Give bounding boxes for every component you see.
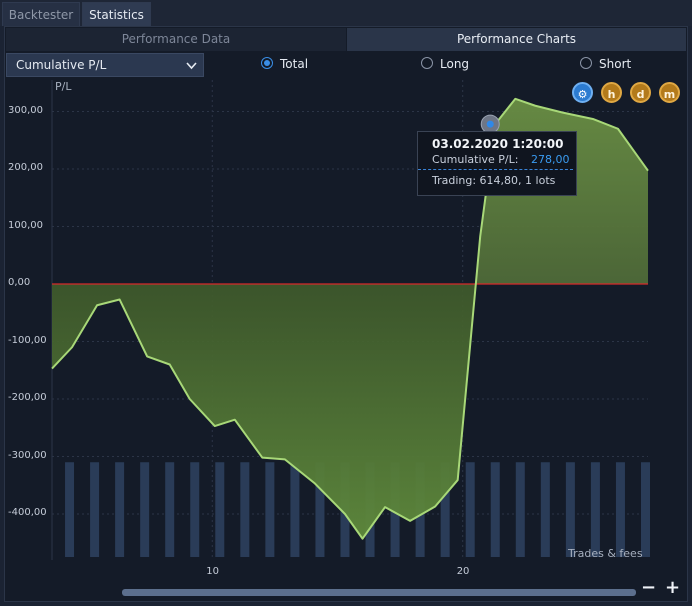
x-tick-label: 20 xyxy=(456,566,470,577)
candlestick-mode-glyph: ⚙ xyxy=(577,88,588,101)
trade-bar xyxy=(315,462,325,557)
tooltip-key: Cumulative P/L: xyxy=(432,153,519,166)
trade-bar xyxy=(190,462,200,557)
y-tick-label: 300,00 xyxy=(8,104,43,116)
hour-period-glyph: h xyxy=(607,88,616,101)
tooltip-trading: Trading: 614,80, 1 lots xyxy=(432,174,556,187)
tab-performance-charts-label: Performance Charts xyxy=(456,32,577,46)
tooltip-value: 278,00 xyxy=(531,153,570,166)
zoom-out-button[interactable]: − xyxy=(641,577,657,598)
y-tick-label: -200,00 xyxy=(8,392,47,403)
trade-bar xyxy=(565,462,575,557)
trade-bar xyxy=(615,462,625,557)
candlestick-mode-icon[interactable]: ⚙ xyxy=(572,82,593,103)
trade-bar xyxy=(540,462,550,557)
radio-total-label: Total xyxy=(280,57,309,71)
day-period-glyph: d xyxy=(636,88,645,101)
chart-type-dropdown[interactable]: Cumulative P/L xyxy=(6,53,204,77)
tab-backtester[interactable]: Backtester xyxy=(2,2,80,26)
trade-bar xyxy=(440,462,450,557)
radio-long-indicator xyxy=(421,57,433,69)
trade-bar xyxy=(515,462,525,557)
x-tick-label: 10 xyxy=(206,566,219,577)
trade-bar xyxy=(165,462,175,557)
chevron-down-icon xyxy=(186,54,197,84)
trade-bar xyxy=(215,462,225,557)
trade-bar xyxy=(140,462,150,557)
pl-series-line xyxy=(51,97,649,540)
top-tab-bar: Backtester Statistics xyxy=(0,0,692,26)
y-tick-label: 0,00 xyxy=(8,277,31,288)
trade-bar xyxy=(590,462,600,557)
trade-bar xyxy=(290,462,300,557)
trade-bar xyxy=(115,462,125,557)
y-tick-label: 200,00 xyxy=(8,162,43,173)
tab-backtester-label: Backtester xyxy=(8,8,74,22)
y-tick-label: -400,00 xyxy=(8,507,47,518)
minute-period-icon[interactable]: m xyxy=(659,82,680,103)
radio-total-indicator xyxy=(261,57,273,69)
y-axis-label: P/L xyxy=(55,80,72,93)
radio-short-indicator xyxy=(580,57,592,69)
tab-statistics[interactable]: Statistics xyxy=(82,2,151,26)
y-tick-label: 100,00 xyxy=(8,219,43,231)
tab-performance-data[interactable]: Performance Data xyxy=(6,28,346,51)
hour-period-icon[interactable]: h xyxy=(601,82,622,103)
data-tooltip: 03.02.2020 1:20:00 Cumulative P/L: 278,0… xyxy=(417,131,577,196)
radio-long-label: Long xyxy=(440,57,470,71)
trade-bar xyxy=(490,462,500,557)
y-tick-label: -100,00 xyxy=(8,334,47,346)
pl-area-negative xyxy=(52,284,648,539)
trade-bar xyxy=(90,462,100,557)
trade-bar xyxy=(265,462,275,557)
y-tick-label: -300,00 xyxy=(8,449,47,461)
hover-marker-dot xyxy=(486,120,494,128)
trade-bar xyxy=(65,462,75,557)
tab-performance-data-label: Performance Data xyxy=(121,32,231,46)
chart-type-value: Cumulative P/L xyxy=(16,58,107,72)
trade-bar xyxy=(640,462,650,557)
minute-period-glyph: m xyxy=(663,88,676,101)
tab-statistics-label: Statistics xyxy=(89,8,144,22)
zoom-in-button[interactable]: + xyxy=(665,577,681,598)
tooltip-divider xyxy=(418,169,573,170)
trade-bar xyxy=(240,462,250,557)
trade-bar xyxy=(465,462,475,557)
day-period-icon[interactable]: d xyxy=(630,82,651,103)
chart-toolbar: Cumulative P/L Total Long Short xyxy=(6,52,686,78)
radio-short-label: Short xyxy=(599,57,632,71)
tooltip-date: 03.02.2020 1:20:00 xyxy=(432,137,564,151)
horizontal-scrollbar[interactable] xyxy=(122,589,636,596)
tab-performance-charts[interactable]: Performance Charts xyxy=(347,28,686,51)
pl-line xyxy=(51,97,649,540)
statistics-subtabs: Performance Data Performance Charts xyxy=(6,28,686,51)
trades-fees-label: Trades & fees xyxy=(568,547,643,560)
